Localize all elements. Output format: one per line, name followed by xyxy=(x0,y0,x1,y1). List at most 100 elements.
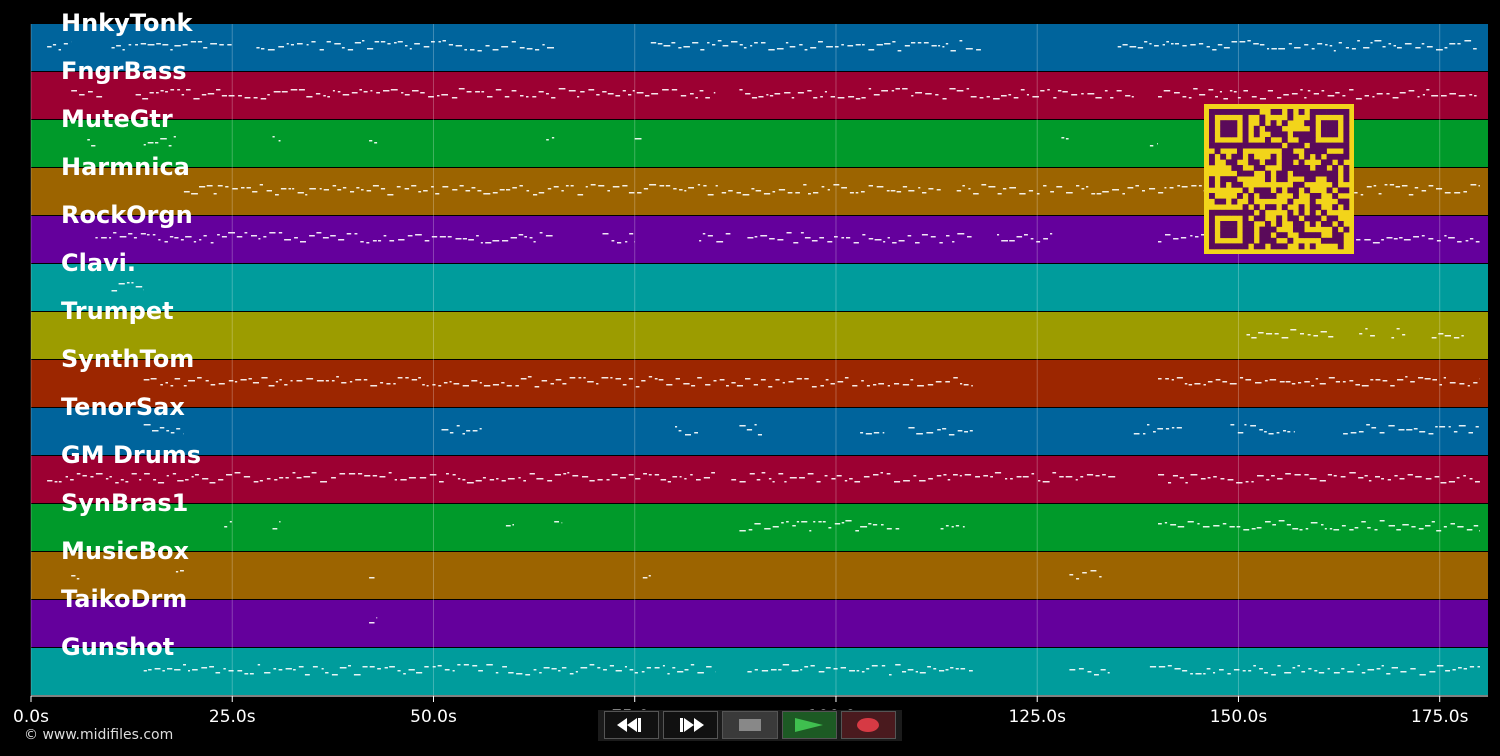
qr-module xyxy=(1209,193,1215,199)
play-button[interactable] xyxy=(781,711,837,739)
track-lane[interactable] xyxy=(31,24,1488,71)
midi-note xyxy=(523,480,526,482)
track-lane[interactable] xyxy=(31,360,1488,407)
qr-module xyxy=(1248,193,1255,199)
midi-note xyxy=(526,96,529,98)
track-lane[interactable] xyxy=(31,264,1488,311)
midi-note xyxy=(834,236,838,238)
midi-note xyxy=(1149,43,1152,45)
midi-note xyxy=(1187,521,1194,523)
midi-note xyxy=(79,94,85,96)
track-lane[interactable] xyxy=(31,312,1488,359)
track-lane[interactable] xyxy=(31,504,1488,551)
midi-note xyxy=(1347,671,1354,673)
midi-note xyxy=(1304,97,1307,99)
midi-note xyxy=(688,187,694,189)
midi-note xyxy=(162,670,165,672)
midi-note xyxy=(1122,44,1128,46)
midi-note xyxy=(1389,184,1395,186)
midi-note xyxy=(280,188,287,190)
midi-note xyxy=(95,237,98,239)
midi-note xyxy=(891,90,895,92)
midi-note xyxy=(1277,97,1282,99)
midi-note xyxy=(384,667,388,669)
midi-note xyxy=(1110,97,1114,99)
fast-forward-button[interactable] xyxy=(663,711,719,739)
midi-note xyxy=(1167,665,1172,667)
qr-module xyxy=(1220,243,1227,250)
midi-note xyxy=(1444,335,1451,337)
midi-note xyxy=(155,142,159,144)
midi-note xyxy=(405,45,408,47)
track-lane[interactable] xyxy=(31,552,1488,599)
track-lane[interactable] xyxy=(31,600,1488,647)
midi-note xyxy=(898,240,905,242)
midi-note xyxy=(304,674,310,676)
midi-note xyxy=(554,521,559,523)
qr-module xyxy=(1293,181,1299,188)
track-lane[interactable] xyxy=(31,408,1488,455)
track-lane[interactable] xyxy=(31,648,1488,695)
qr-module xyxy=(1237,109,1243,115)
midi-note xyxy=(1448,481,1455,483)
midi-note xyxy=(645,95,650,97)
midi-note xyxy=(193,98,200,100)
midi-note xyxy=(919,480,926,482)
qr-module xyxy=(1321,209,1327,216)
midi-note xyxy=(1291,93,1298,95)
midi-note xyxy=(369,666,375,668)
qr-module xyxy=(1293,170,1299,177)
midi-note xyxy=(561,667,567,669)
midi-note xyxy=(1158,523,1162,525)
midi-note xyxy=(684,190,687,192)
midi-note xyxy=(534,386,540,388)
midi-note xyxy=(1229,526,1235,528)
midi-note xyxy=(1333,672,1340,674)
midi-note xyxy=(1030,238,1034,240)
midi-note xyxy=(316,380,324,382)
qr-module xyxy=(1309,209,1316,216)
midi-note xyxy=(268,385,275,387)
rewind-icon xyxy=(616,718,641,732)
midi-note xyxy=(188,380,195,382)
midi-note xyxy=(1200,478,1206,480)
midi-note xyxy=(855,530,859,532)
midi-note xyxy=(1473,382,1478,384)
record-button[interactable] xyxy=(840,711,897,739)
midi-note xyxy=(1444,47,1448,49)
qr-module xyxy=(1293,131,1299,138)
midi-note xyxy=(892,242,897,244)
qr-module xyxy=(1265,159,1271,166)
qr-module xyxy=(1209,176,1215,183)
stop-button[interactable] xyxy=(722,711,778,739)
midi-note xyxy=(174,237,179,239)
rewind-button[interactable] xyxy=(604,711,660,739)
qr-module xyxy=(1225,221,1232,227)
midi-note xyxy=(1301,671,1306,673)
midi-note xyxy=(705,384,711,386)
midi-note xyxy=(1052,472,1057,474)
midi-note xyxy=(587,381,594,383)
midi-note xyxy=(327,96,330,98)
midi-note xyxy=(176,428,181,430)
midi-note xyxy=(636,92,644,94)
midi-note xyxy=(719,379,725,381)
midi-note xyxy=(278,46,284,48)
midi-note xyxy=(459,185,464,187)
qr-module xyxy=(1287,209,1294,216)
midi-note xyxy=(1338,42,1342,44)
midi-note xyxy=(731,479,737,481)
midi-note xyxy=(1133,433,1140,435)
midi-note xyxy=(1066,192,1073,194)
midi-note xyxy=(326,41,331,43)
midi-note xyxy=(1081,93,1084,95)
qr-module xyxy=(1298,170,1305,177)
qr-module xyxy=(1304,148,1311,155)
qr-module xyxy=(1281,176,1288,183)
midi-note xyxy=(1321,90,1325,92)
midi-note xyxy=(928,188,934,190)
qr-module xyxy=(1209,243,1215,250)
qr-module xyxy=(1337,109,1344,115)
midi-note xyxy=(699,90,704,92)
midi-note xyxy=(764,528,771,530)
